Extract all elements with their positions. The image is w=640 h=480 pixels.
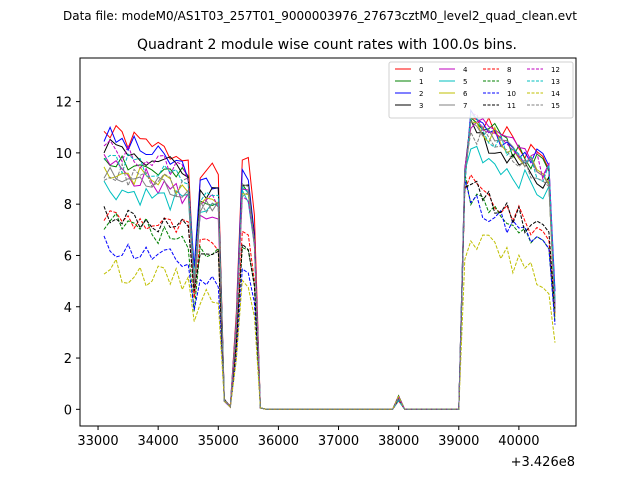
x-tick-label: 34000 (137, 434, 178, 449)
y-tick-label: 6 (64, 249, 72, 264)
series-line-4 (103, 118, 556, 410)
x-tick-label: 35000 (198, 434, 239, 449)
series-line-1 (103, 116, 556, 410)
x-tick-label: 36000 (258, 434, 299, 449)
x-offset-label: +3.426e8 (511, 455, 575, 470)
series-line-9 (103, 172, 556, 410)
series-line-7 (103, 120, 556, 410)
series-line-5 (103, 145, 556, 410)
x-tick-label: 39000 (438, 434, 479, 449)
y-tick-label: 4 (64, 301, 72, 316)
chart-title: Quadrant 2 module wise count rates with … (137, 37, 517, 53)
legend-label-1: 1 (419, 78, 423, 86)
data-file-header: Data file: modeM0/AS1T03_257T01_90000039… (63, 9, 577, 23)
legend-label-0: 0 (419, 66, 423, 74)
axes-frame (79, 57, 577, 427)
legend-label-7: 7 (463, 102, 467, 110)
legend-box (388, 61, 574, 119)
y-tick-label: 10 (55, 147, 72, 162)
series-line-2 (103, 108, 556, 410)
series-line-6 (103, 121, 556, 410)
x-axis: 33000 34000 35000 36000 37000 38000 39000 40000 (77, 426, 540, 449)
legend-label-11: 11 (507, 102, 516, 110)
x-tick-label: 33000 (77, 434, 118, 449)
y-tick-label: 0 (64, 403, 72, 418)
y-tick-label: 8 (64, 198, 72, 213)
series-line-11 (103, 180, 556, 410)
legend-label-9: 9 (507, 78, 511, 86)
x-tick-label: 40000 (498, 434, 539, 449)
series-line-10 (103, 178, 556, 410)
y-tick-label: 12 (55, 96, 72, 111)
legend-label-13: 13 (551, 78, 560, 86)
series-line-13 (103, 112, 556, 410)
legend-label-15: 15 (551, 102, 560, 110)
series-line-14 (103, 234, 556, 410)
y-tick-label: 2 (64, 352, 72, 367)
legend-label-4: 4 (463, 66, 468, 74)
legend-label-10: 10 (507, 90, 516, 98)
legend-label-12: 12 (551, 66, 560, 74)
series-line-15 (103, 125, 556, 410)
plot-lines (103, 108, 556, 410)
legend-label-5: 5 (463, 78, 467, 86)
y-axis: 0 2 4 6 8 10 12 (55, 96, 80, 418)
series-line-0 (103, 116, 556, 410)
legend-label-3: 3 (419, 102, 423, 110)
legend-label-8: 8 (507, 66, 511, 74)
legend-label-14: 14 (551, 90, 560, 98)
legend-label-2: 2 (419, 90, 423, 98)
x-tick-label: 38000 (378, 434, 419, 449)
legend-label-6: 6 (463, 90, 468, 98)
x-tick-label: 37000 (318, 434, 359, 449)
